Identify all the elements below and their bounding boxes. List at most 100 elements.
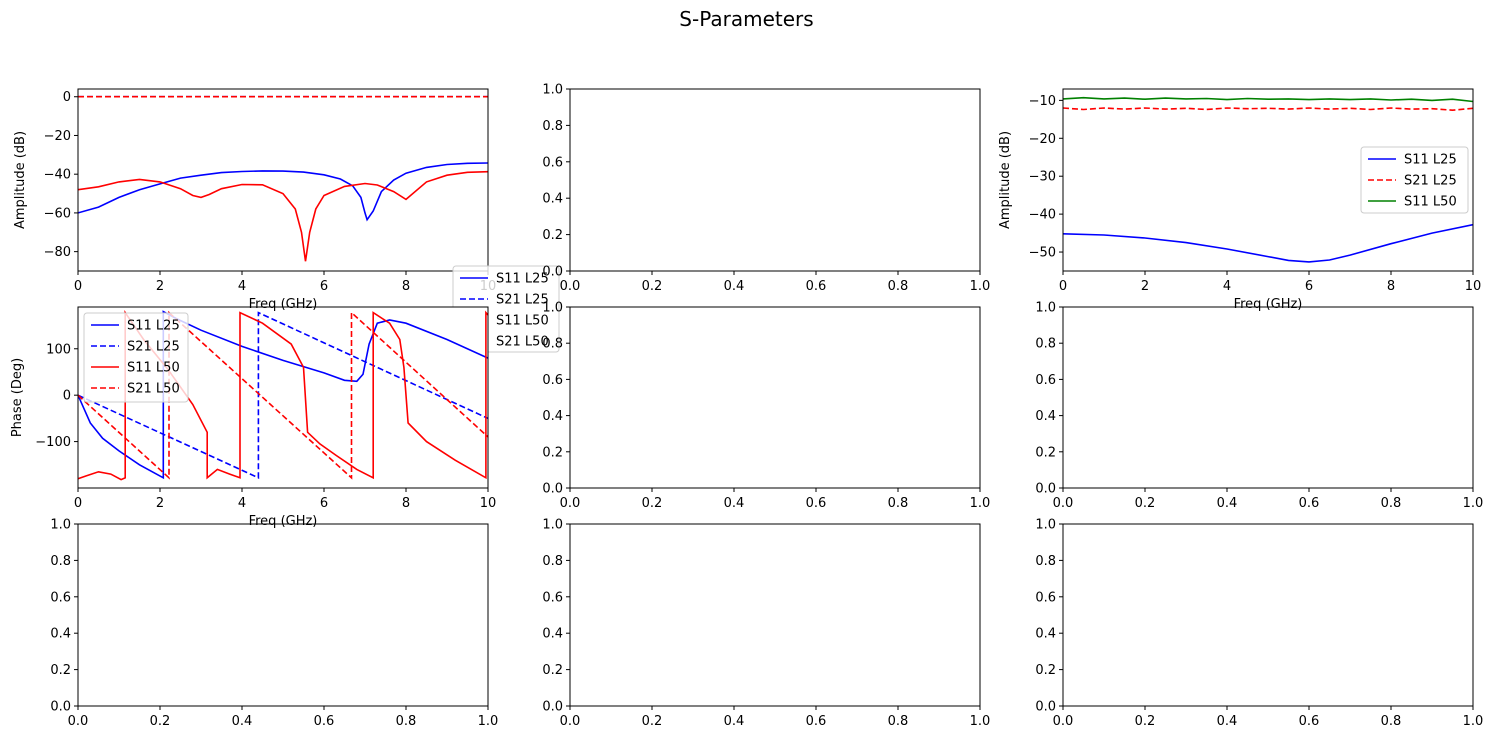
y-tick-label: 0.6 <box>1035 373 1056 388</box>
x-tick-label: 0.0 <box>560 496 581 511</box>
legend-label: S21 L25 <box>127 340 180 355</box>
subplot-amp2: 0 2 4 6 8 10 −10 −20 −30 −40 −50 Amplitude (dB) S11 … <box>998 88 1482 294</box>
y-tick-label: 1.0 <box>542 83 563 98</box>
legend-label: S21 L25 <box>496 293 549 308</box>
x-tick-label: 0.4 <box>724 496 745 511</box>
y-tick-label: 0.6 <box>1035 590 1056 605</box>
y-tick-label: 0 <box>63 389 71 404</box>
y-tick-label: −60 <box>44 206 71 221</box>
figure-title: S-Parameters <box>679 7 814 31</box>
x-tick-label: 0.2 <box>1135 496 1156 511</box>
y-axis-label: Amplitude (dB) <box>13 131 28 229</box>
axes-frame <box>77 306 489 489</box>
y-tick-label: 1.0 <box>542 518 563 533</box>
y-tick-label: 0.4 <box>1035 409 1056 424</box>
x-tick-label: 0.2 <box>642 714 663 729</box>
legend-label: S21 L25 <box>1404 174 1457 189</box>
x-tick-label: 0 <box>74 496 82 511</box>
y-tick-label: −80 <box>44 245 71 260</box>
y-tick-label: −20 <box>1029 132 1056 147</box>
x-tick-label: 8 <box>402 279 410 294</box>
y-tick-label: 0.2 <box>1035 445 1056 460</box>
x-tick-label: 0.0 <box>1053 714 1074 729</box>
legend-label: S11 L25 <box>1404 153 1457 168</box>
y-tick-label: 0.8 <box>1035 554 1056 569</box>
legend-label: S21 L50 <box>127 382 180 397</box>
subplot-empty-3-2: 0.0 0.2 0.4 0.6 0.8 1.0 0.0 0.2 0.4 0.6 0.8 1.0 <box>542 518 990 730</box>
series-line-s11-l25-amp2 <box>1063 223 1473 263</box>
y-tick-label: −20 <box>44 129 71 144</box>
x-tick-label: 0.2 <box>642 279 663 294</box>
x-tick-label: 1.0 <box>1463 496 1484 511</box>
x-tick-label: 1.0 <box>478 714 499 729</box>
x-tick-label: 0.8 <box>1381 714 1402 729</box>
x-tick-label: 0.6 <box>314 714 335 729</box>
axes-frame <box>1062 88 1474 272</box>
y-tick-label: 0.6 <box>542 373 563 388</box>
x-tick-label: 0.8 <box>1381 496 1402 511</box>
x-tick-label: 2 <box>156 279 164 294</box>
y-tick-label: 0 <box>63 90 71 105</box>
subplot-empty-3-1: 0.0 0.2 0.4 0.6 0.8 1.0 0.0 0.2 0.4 0.6 0.8 1.0 <box>50 518 498 730</box>
y-tick-label: 0.4 <box>542 627 563 642</box>
y-tick-label: 0.2 <box>1035 663 1056 678</box>
x-tick-label: 1.0 <box>970 714 991 729</box>
y-tick-label: −30 <box>1029 170 1056 185</box>
y-tick-label: −10 <box>1029 94 1056 109</box>
x-tick-label: 2 <box>1141 279 1149 294</box>
y-tick-label: 0.4 <box>1035 627 1056 642</box>
x-tick-label: 0.2 <box>642 496 663 511</box>
axes-frame <box>77 88 489 272</box>
subplot-empty-1-2: 0.0 0.2 0.4 0.6 0.8 1.0 0.0 0.2 0.4 0.6 0.8 1.0 <box>542 83 990 295</box>
y-tick-label: 0.0 <box>50 700 71 715</box>
y-tick-label: 0.2 <box>542 445 563 460</box>
x-tick-label: 10 <box>1465 279 1482 294</box>
x-tick-label: 8 <box>402 496 410 511</box>
subplot-empty-3-3: 0.0 0.2 0.4 0.6 0.8 1.0 0.0 0.2 0.4 0.6 0.8 1.0 <box>1035 518 1483 730</box>
x-tick-label: 0.8 <box>888 496 909 511</box>
y-tick-label: 0.4 <box>542 409 563 424</box>
axes-frame <box>569 88 981 272</box>
legend-label: S11 L50 <box>496 314 549 329</box>
y-tick-label: −40 <box>44 168 71 183</box>
y-tick-label: 0.0 <box>1035 482 1056 497</box>
y-tick-label: 0.8 <box>542 119 563 134</box>
subplot-empty-2-2: 0.0 0.2 0.4 0.6 0.8 1.0 0.0 0.2 0.4 0.6 0.8 1.0 <box>542 301 990 512</box>
y-tick-label: 0.8 <box>1035 337 1056 352</box>
x-tick-label: 0.6 <box>806 279 827 294</box>
axes-frame <box>1062 523 1474 707</box>
axes-frame <box>569 306 981 489</box>
y-tick-label: 0.6 <box>50 590 71 605</box>
axes-frame <box>569 523 981 707</box>
legend: S11 L25 S21 L25 S11 L50 S21 L50 <box>452 265 560 353</box>
x-tick-label: 0.0 <box>560 714 581 729</box>
x-tick-label: 0.0 <box>560 279 581 294</box>
x-tick-label: 0.6 <box>806 714 827 729</box>
series-line-s11-l50-amp2 <box>1063 96 1473 103</box>
x-tick-label: 0 <box>74 279 82 294</box>
legend-label: S11 L25 <box>127 319 180 334</box>
x-tick-label: 1.0 <box>970 496 991 511</box>
y-tick-label: 0.6 <box>542 155 563 170</box>
legend-label: S21 L50 <box>496 335 549 350</box>
series-line-s21-l25-amp2 <box>1063 107 1473 112</box>
x-tick-label: 0.8 <box>888 714 909 729</box>
x-tick-label: 1.0 <box>970 279 991 294</box>
y-tick-label: −100 <box>35 435 71 450</box>
subplot-empty-2-3: 0.0 0.2 0.4 0.6 0.8 1.0 0.0 0.2 0.4 0.6 0.8 1.0 <box>1035 301 1483 512</box>
x-tick-label: 0.8 <box>888 279 909 294</box>
legend-label: S11 L50 <box>127 361 180 376</box>
x-axis-label: Freq (GHz) <box>1234 297 1303 312</box>
x-tick-label: 0.0 <box>1053 496 1074 511</box>
y-tick-label: −50 <box>1029 246 1056 261</box>
series-line-s11-l50-amp <box>78 170 488 262</box>
axes-frame <box>1062 306 1474 489</box>
x-tick-label: 0 <box>1059 279 1067 294</box>
x-tick-label: 0.8 <box>396 714 417 729</box>
y-tick-label: 1.0 <box>1035 301 1056 316</box>
x-tick-label: 0.4 <box>1217 714 1238 729</box>
y-tick-label: 0.8 <box>542 554 563 569</box>
x-tick-label: 0.2 <box>150 714 171 729</box>
y-tick-label: 0.0 <box>542 265 563 280</box>
